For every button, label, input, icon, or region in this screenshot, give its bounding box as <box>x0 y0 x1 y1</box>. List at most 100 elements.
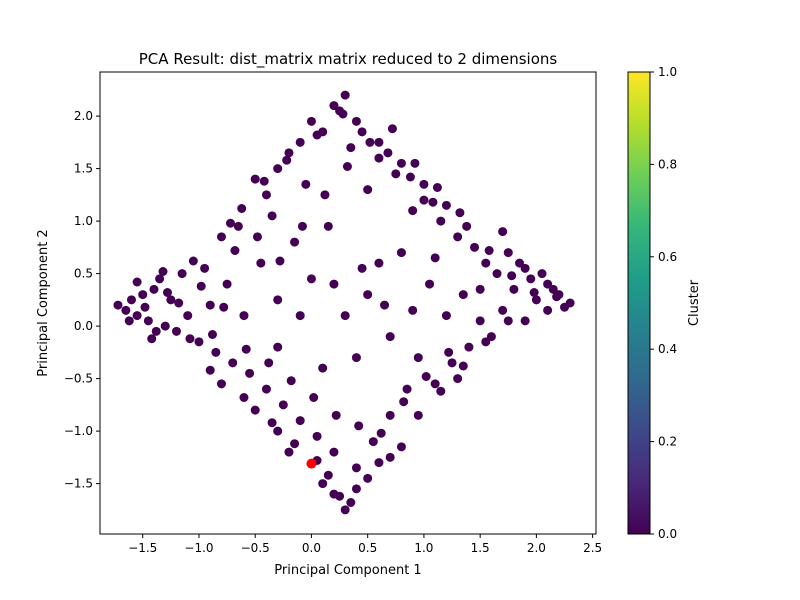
y-axis-label: Principal Component 2 <box>36 229 51 376</box>
highlight-layer <box>306 458 317 469</box>
data-point <box>295 137 305 147</box>
data-point <box>219 302 229 312</box>
data-point <box>261 384 271 394</box>
data-point <box>256 258 266 268</box>
data-point <box>503 248 513 258</box>
data-point <box>503 316 513 326</box>
data-point <box>363 473 373 483</box>
data-point <box>357 263 367 273</box>
chart-title: PCA Result: dist_matrix matrix reduced t… <box>139 50 558 69</box>
data-point <box>312 130 322 140</box>
y-tick-label: 1.0 <box>74 214 93 228</box>
data-point <box>365 137 375 147</box>
data-point <box>498 227 508 237</box>
data-point <box>177 269 187 279</box>
data-point <box>228 358 238 368</box>
data-point <box>458 361 468 371</box>
y-tick-label: 1.5 <box>74 162 93 176</box>
data-point <box>301 179 311 189</box>
data-point <box>543 279 553 289</box>
data-point <box>441 200 451 210</box>
data-point <box>286 376 296 386</box>
data-point <box>383 148 393 158</box>
data-point <box>509 284 519 294</box>
data-point <box>391 169 401 179</box>
data-point <box>188 256 198 266</box>
data-point <box>183 311 193 321</box>
data-point <box>340 90 350 100</box>
y-tick-label: −0.5 <box>64 372 93 386</box>
data-point <box>284 447 294 457</box>
data-point <box>368 437 378 447</box>
data-point <box>405 172 415 182</box>
x-tick-label: 0.5 <box>358 541 377 555</box>
data-point <box>531 295 541 305</box>
data-point <box>126 295 136 305</box>
data-point <box>329 101 339 111</box>
y-axis: −1.5 −1.0 −0.5 0.0 0.5 1.0 1.5 2.0 <box>64 109 100 491</box>
data-point <box>155 274 165 284</box>
data-point <box>171 326 181 336</box>
data-point <box>455 208 465 218</box>
data-point <box>351 116 361 126</box>
x-tick-label: 1.0 <box>414 541 433 555</box>
data-point <box>252 232 262 242</box>
data-point <box>207 330 217 339</box>
data-point <box>185 334 195 344</box>
data-point <box>408 305 418 315</box>
data-point <box>261 190 271 200</box>
data-point <box>484 246 494 255</box>
data-point <box>432 183 442 192</box>
data-point <box>158 267 168 276</box>
data-point <box>147 334 157 344</box>
y-tick-label: −1.5 <box>64 477 93 491</box>
data-point <box>537 269 547 279</box>
data-point <box>396 442 406 452</box>
data-point <box>264 358 274 368</box>
data-point <box>346 498 356 507</box>
data-point <box>200 263 210 273</box>
data-point <box>357 127 367 137</box>
data-point <box>323 470 333 480</box>
data-point <box>374 153 384 163</box>
highlighted-data-point <box>306 458 317 469</box>
y-tick-label: 2.0 <box>74 109 93 123</box>
data-point <box>132 277 142 287</box>
data-point <box>444 347 454 357</box>
data-point <box>340 505 350 515</box>
data-point <box>140 302 150 312</box>
data-point <box>267 211 277 221</box>
colorbar-tick-label: 0.6 <box>658 250 677 264</box>
data-point <box>396 158 406 168</box>
data-point <box>385 452 395 462</box>
data-point <box>413 410 423 420</box>
data-point <box>318 479 328 489</box>
colorbar-gradient <box>627 71 651 535</box>
data-point <box>278 400 288 410</box>
data-point <box>441 311 451 321</box>
data-point <box>174 298 184 308</box>
data-point <box>475 284 485 294</box>
data-point <box>374 458 384 468</box>
data-point <box>290 439 300 449</box>
data-point <box>222 279 232 289</box>
data-point <box>340 311 350 321</box>
data-point <box>143 316 153 326</box>
data-point <box>548 284 558 294</box>
data-point <box>225 218 235 228</box>
data-point <box>475 316 485 326</box>
data-point <box>385 332 395 342</box>
data-point <box>428 197 438 207</box>
data-point <box>121 305 131 315</box>
data-point <box>273 426 283 436</box>
data-point <box>306 116 316 126</box>
data-point <box>351 353 361 363</box>
data-point <box>462 221 472 231</box>
data-point <box>464 342 474 352</box>
data-point <box>338 109 348 119</box>
data-point <box>436 386 446 396</box>
data-point <box>385 410 395 420</box>
data-point <box>402 384 412 394</box>
colorbar-tick-label: 0.0 <box>658 527 677 541</box>
